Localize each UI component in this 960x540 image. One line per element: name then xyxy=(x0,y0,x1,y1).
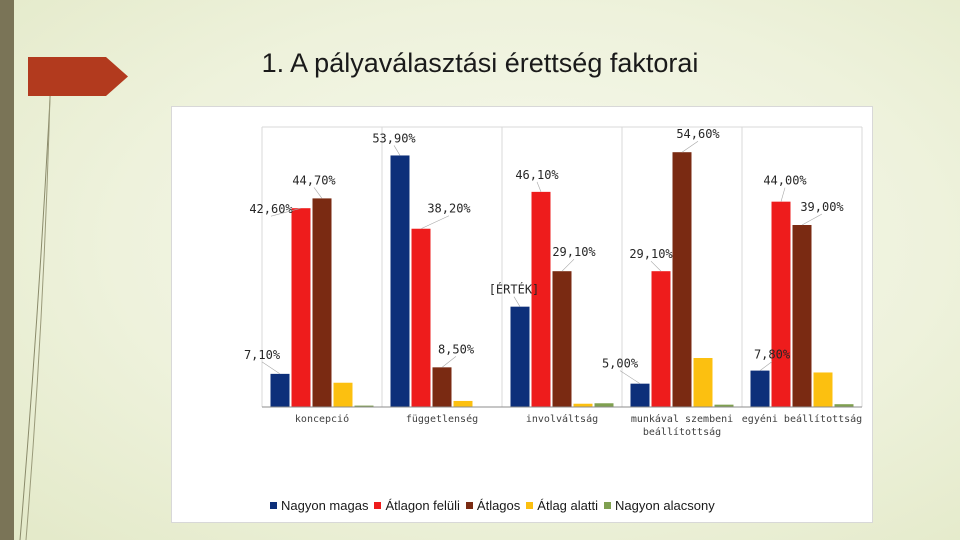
data-label: 42,60% xyxy=(249,202,293,216)
chart-area: koncepció függetlenség involváltság munkáva… xyxy=(171,106,873,523)
data-label: 7,10% xyxy=(244,348,281,362)
data-label: 5,00% xyxy=(602,357,639,371)
bar xyxy=(453,400,473,407)
data-label: 29,10% xyxy=(552,245,596,259)
legend-label: Átlag alatti xyxy=(537,497,598,513)
bar xyxy=(714,404,734,407)
x-tick-label: koncepció xyxy=(295,413,349,425)
legend-swatch xyxy=(374,501,382,509)
legend-swatch xyxy=(603,501,611,509)
x-tick-label: egyéni beállítottság xyxy=(742,413,862,425)
leader-line xyxy=(261,361,281,375)
bar xyxy=(573,403,593,407)
data-label: 53,90% xyxy=(372,131,416,145)
bar xyxy=(693,358,713,407)
legend-label: Nagyon magas xyxy=(281,497,369,513)
bar xyxy=(594,403,614,407)
x-tick-label: függetlenség xyxy=(406,413,478,425)
legend-label: Átlagos xyxy=(476,497,521,513)
x-tick-label: involváltság xyxy=(526,413,598,425)
legend-item: Átlagon felüli xyxy=(374,497,460,513)
bar xyxy=(333,382,353,407)
legend-item: Átlagos xyxy=(465,497,521,513)
legend-item: Nagyon magas xyxy=(270,498,368,513)
bar xyxy=(312,198,332,407)
data-label: [ÉRTÉK] xyxy=(489,282,540,297)
bar xyxy=(510,306,530,407)
leader-line xyxy=(536,181,542,192)
bar xyxy=(771,201,791,407)
leader-line xyxy=(650,260,662,272)
data-label: 44,00% xyxy=(763,174,807,188)
leader-line xyxy=(393,145,401,156)
slide-title: 1. A pályaválasztási érettség faktorai xyxy=(261,48,699,78)
legend-label: Átlagon felüli xyxy=(385,497,460,513)
leader-line xyxy=(780,187,786,202)
leader-line xyxy=(441,356,457,368)
leader-line xyxy=(270,207,302,217)
legend-label: Nagyon alacsony xyxy=(614,497,715,513)
leader-line xyxy=(561,258,575,272)
bar xyxy=(270,373,290,407)
leader-line xyxy=(313,187,323,199)
leader-line xyxy=(513,296,521,307)
data-label: 8,50% xyxy=(438,342,475,356)
leader-line xyxy=(801,213,823,226)
data-label: 7,80% xyxy=(754,348,791,362)
bar xyxy=(672,152,692,407)
bar xyxy=(792,225,812,407)
title-arrow-tab xyxy=(28,57,128,96)
leader-line xyxy=(420,215,450,230)
data-label: 44,70% xyxy=(292,173,336,187)
bar-chart: koncepció függetlenség involváltság munkáva… xyxy=(244,126,863,438)
data-label: 29,10% xyxy=(629,247,673,261)
side-accent-bar xyxy=(0,0,14,540)
data-label: 54,60% xyxy=(676,127,720,141)
bar xyxy=(630,383,650,407)
bar xyxy=(411,228,431,407)
bar xyxy=(651,271,671,407)
legend-item: Nagyon alacsony xyxy=(603,497,715,513)
bar xyxy=(390,155,410,407)
data-label: 46,10% xyxy=(515,168,559,182)
bar xyxy=(834,404,854,407)
legend-swatch xyxy=(465,501,473,509)
legend-swatch xyxy=(270,501,277,509)
bar xyxy=(291,208,311,407)
bar xyxy=(531,191,551,407)
leader-line xyxy=(681,140,699,153)
legend-item: Átlag alatti xyxy=(526,498,598,513)
bar xyxy=(354,405,374,407)
x-tick-label: munkával szembeni beállítottság xyxy=(631,413,733,438)
bar xyxy=(750,370,770,407)
chart-legend: Nagyon magas Átlagon felüli Átlagos Átlag a… xyxy=(270,493,772,517)
data-label: 38,20% xyxy=(427,202,471,216)
bar xyxy=(813,372,833,407)
legend-swatch xyxy=(526,501,534,509)
data-label: 39,00% xyxy=(800,200,844,214)
leader-line xyxy=(759,361,773,371)
bar xyxy=(552,271,572,407)
bar xyxy=(432,367,452,407)
leader-line xyxy=(619,370,641,384)
